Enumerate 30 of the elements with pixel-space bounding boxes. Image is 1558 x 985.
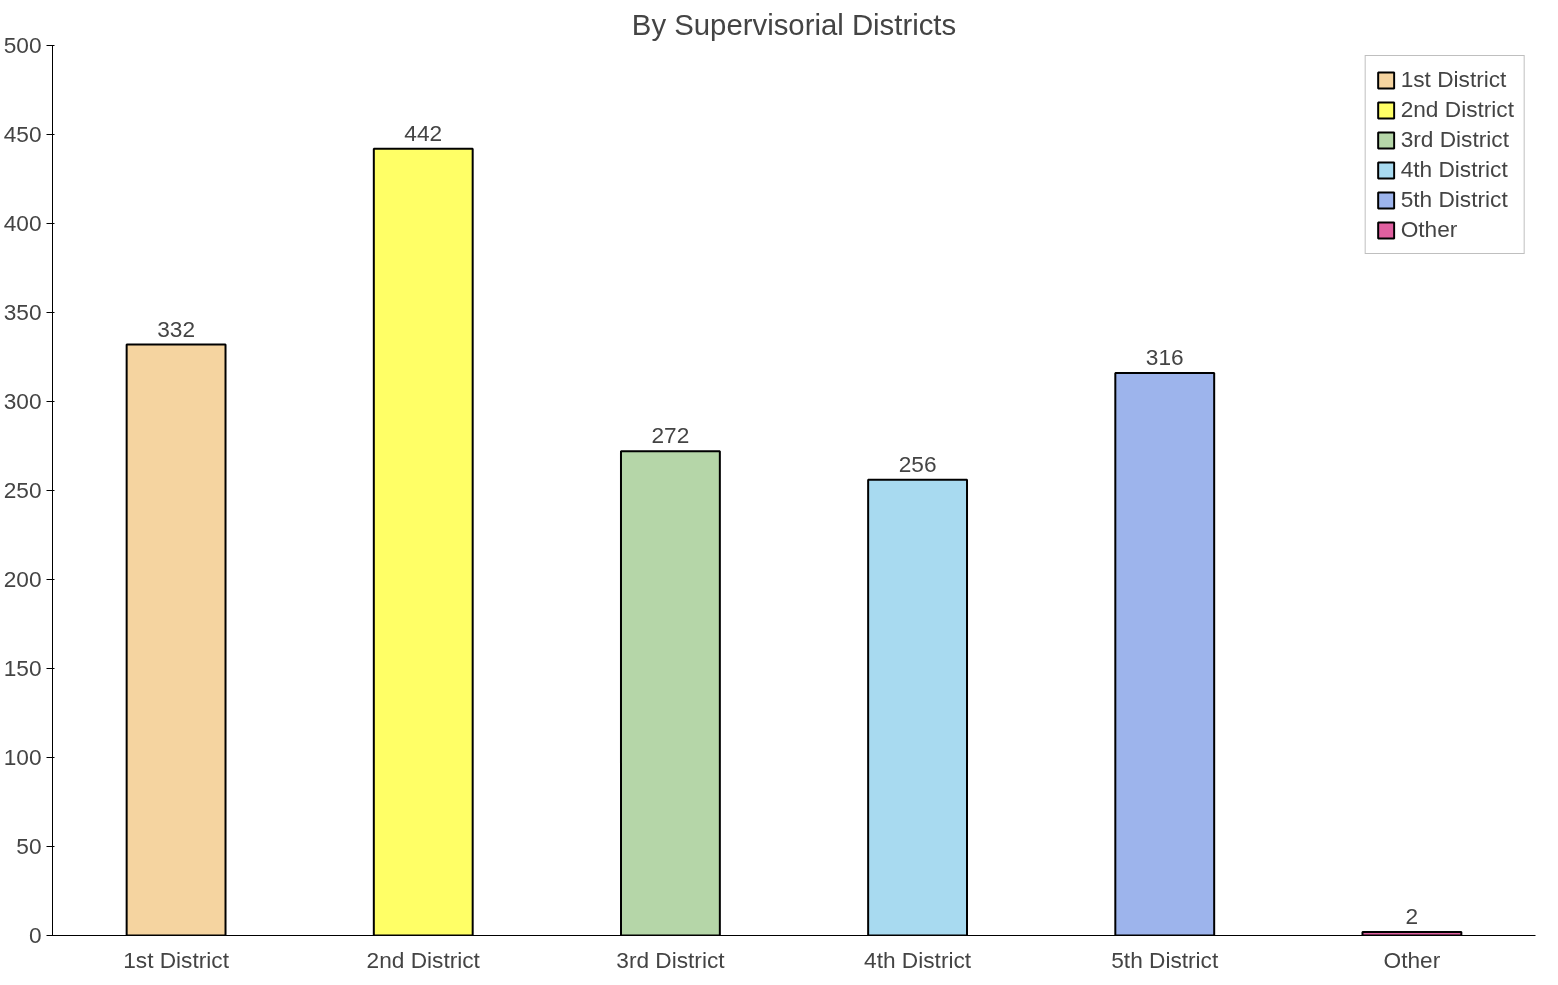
y-tick-label: 250 — [3, 477, 42, 503]
legend-label: 4th District — [1400, 156, 1508, 183]
data-label: 442 — [404, 119, 443, 146]
y-tick-label: 500 — [3, 32, 42, 58]
y-tick-label: 300 — [3, 388, 42, 414]
y-tick-label: 0 — [28, 922, 42, 948]
chart-title: By Supervisorial Districts — [631, 7, 957, 41]
legend-label: 2nd District — [1400, 96, 1514, 123]
legend-label: 1st District — [1400, 66, 1507, 93]
data-label: 272 — [651, 422, 690, 449]
legend-label: 5th District — [1400, 186, 1508, 213]
x-tick-label: 1st District — [123, 946, 230, 973]
data-label: 2 — [1405, 902, 1419, 929]
x-tick-label: 2nd District — [366, 946, 481, 973]
y-tick-label: 100 — [3, 744, 42, 770]
legend-label: Other — [1400, 216, 1458, 243]
x-tick-label: 3rd District — [616, 946, 726, 973]
data-label: 256 — [898, 450, 937, 477]
legend-label: 3rd District — [1400, 126, 1509, 153]
x-tick-label: 5th District — [1111, 946, 1219, 973]
x-tick-label: 4th District — [864, 946, 972, 973]
x-tick-label: Other — [1383, 946, 1441, 973]
y-tick-label: 450 — [3, 121, 42, 147]
data-label: 316 — [1145, 344, 1184, 371]
y-tick-label: 350 — [3, 299, 42, 325]
y-tick-label: 400 — [3, 210, 42, 236]
y-tick-label: 150 — [3, 655, 42, 681]
y-tick-label: 200 — [3, 566, 42, 592]
y-tick-label: 50 — [16, 833, 42, 859]
data-label: 332 — [157, 315, 195, 342]
